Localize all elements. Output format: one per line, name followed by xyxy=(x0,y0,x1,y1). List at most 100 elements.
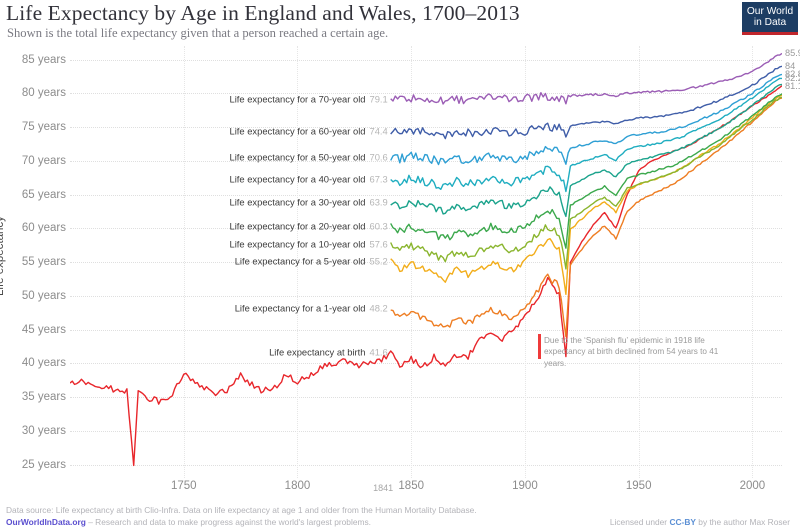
license-pre: Licensed under xyxy=(609,517,670,527)
page-title: Life Expectancy by Age in England and Wa… xyxy=(6,1,520,25)
series-label-text: Life expectancy for a 60-year old xyxy=(229,125,366,137)
series-inline-label: Life expectancy for a 10-year old 57.6 xyxy=(229,239,387,250)
series-end-label: 82.2 xyxy=(785,73,800,84)
y-axis-tick-label: 55 years xyxy=(21,256,66,268)
grid-line-vertical xyxy=(752,46,754,478)
series-inline-label: Life expectancy for a 30-year old 63.9 xyxy=(229,196,387,207)
series-line[interactable] xyxy=(390,97,782,338)
footer: Data source: Life expectancy at birth Cl… xyxy=(6,504,796,528)
x-axis-tick-label: 1950 xyxy=(625,480,652,492)
series-line[interactable] xyxy=(390,83,782,218)
x-axis-tick-label: 1841 xyxy=(373,483,394,493)
series-line[interactable] xyxy=(390,94,782,295)
footer-brand-tail: – Research and data to make progress aga… xyxy=(85,517,371,527)
series-label-text: Life expectancy for a 30-year old xyxy=(229,196,366,208)
series-label-value: 55.2 xyxy=(369,255,388,267)
series-line[interactable] xyxy=(70,85,782,467)
y-axis-tick-label: 70 years xyxy=(21,154,66,167)
series-line[interactable] xyxy=(390,65,782,140)
series-inline-label: Life expectancy for a 40-year old 67.3 xyxy=(229,173,387,184)
series-label-text: Life expectancy for a 70-year old xyxy=(229,93,366,105)
series-end-label: 84 xyxy=(785,61,796,72)
y-axis-tick-label: 25 years xyxy=(21,458,66,471)
x-axis-tick-label: 2000 xyxy=(739,480,766,492)
x-axis-tick-label: 1900 xyxy=(512,480,538,492)
owid-logo[interactable]: Our World in Data xyxy=(742,2,798,35)
y-axis-tick-label: 35 years xyxy=(21,391,66,403)
x-axis-tick-label: 1800 xyxy=(284,480,311,492)
grid-line-horizontal xyxy=(70,329,782,331)
series-inline-label: Life expectancy for a 70-year old 79.1 xyxy=(229,94,387,105)
x-axis-tick-label: 1750 xyxy=(170,480,197,492)
license-post: by the author Max Roser xyxy=(695,517,790,527)
y-axis-tick-label: 50 years xyxy=(21,289,66,302)
grid-line-horizontal xyxy=(70,127,782,128)
spanish-flu-annotation: Due to the ‘Spanish flu’ epidemic in 191… xyxy=(544,336,719,368)
series-inline-label: Life expectancy at birth 41.6 xyxy=(269,347,388,358)
series-label-value: 79.1 xyxy=(369,93,388,105)
grid-line-horizontal xyxy=(70,464,782,466)
grid-line-horizontal xyxy=(70,228,782,230)
y-axis-labels: Life expectancy 25 years 30 years 35 years… xyxy=(0,46,70,478)
x-axis-tick-label: 1850 xyxy=(398,480,424,492)
series-line[interactable] xyxy=(390,52,782,105)
logo-line-1: Our World xyxy=(746,6,794,17)
y-axis-tick-label: 40 years xyxy=(21,357,66,370)
grid-line-horizontal xyxy=(70,430,782,432)
footer-source: Data source: Life expectancy at birth Cl… xyxy=(6,505,477,515)
series-label-text: Life expectancy for a 10-year old xyxy=(229,238,366,250)
grid-line-vertical xyxy=(297,46,299,478)
y-axis-tick-label: 60 years xyxy=(21,222,66,235)
series-label-value: 48.2 xyxy=(369,302,388,314)
y-axis-tick-label: 45 years xyxy=(21,323,66,336)
series-inline-label: Life expectancy for a 50-year old 70.6 xyxy=(229,151,387,162)
series-label-value: 67.3 xyxy=(369,173,388,185)
grid-line-horizontal xyxy=(70,160,782,162)
series-inline-label: Life expectancy for a 60-year old 74.4 xyxy=(229,126,387,137)
series-label-value: 63.9 xyxy=(369,196,388,208)
series-line[interactable] xyxy=(390,73,782,166)
grid-line-vertical xyxy=(638,46,640,478)
series-label-text: Life expectancy for a 20-year old xyxy=(229,220,366,232)
y-axis-tick-label: 30 years xyxy=(21,424,66,437)
series-inline-label: Life expectancy for a 1-year old 48.2 xyxy=(235,302,388,313)
series-end-label: 85.9 xyxy=(785,48,800,59)
series-inline-label: Life expectancy for a 20-year old 60.3 xyxy=(229,221,387,232)
series-label-text: Life expectancy for a 40-year old xyxy=(229,173,366,185)
footer-brand-link[interactable]: OurWorldInData.org xyxy=(6,517,86,527)
ccby-link[interactable]: CC-BY xyxy=(669,517,696,527)
x-axis-labels: 1750 1800 1841 1850 1900 1950 2000 xyxy=(70,480,782,502)
logo-line-2: in Data xyxy=(753,17,787,28)
series-line[interactable] xyxy=(390,77,782,193)
chart-lines xyxy=(70,52,782,467)
series-label-text: Life expectancy at birth xyxy=(269,346,366,358)
series-label-text: Life expectancy for a 5-year old xyxy=(234,255,366,267)
grid-line-horizontal xyxy=(70,397,782,398)
y-axis-tick-label: 65 years xyxy=(21,188,66,201)
series-end-label: 81.1 xyxy=(785,80,800,91)
annotation-marker xyxy=(538,334,541,359)
y-axis-tick-label: 80 years xyxy=(21,87,66,100)
page-subtitle: Shown is the total life expectancy given… xyxy=(7,26,389,40)
series-label-value: 70.6 xyxy=(369,151,388,163)
plot-area: Life expectancy for a 70-year old 79.1 Lif… xyxy=(70,46,800,478)
grid-line-vertical xyxy=(524,46,526,478)
series-label-value: 74.4 xyxy=(369,125,388,137)
series-inline-label: Life expectancy for a 5-year old 55.2 xyxy=(235,255,388,266)
series-label-value: 60.3 xyxy=(369,220,388,232)
series-end-label: 82.8 xyxy=(785,69,800,80)
grid-line-horizontal xyxy=(70,262,782,263)
series-label-value: 57.6 xyxy=(369,238,388,250)
series-line[interactable] xyxy=(390,93,782,249)
y-axis-tick-label: 85 years xyxy=(21,53,66,66)
series-label-text: Life expectancy for a 50-year old xyxy=(229,151,366,163)
y-axis-tick-label: 75 years xyxy=(21,121,66,133)
grid-line-horizontal xyxy=(70,194,782,196)
grid-line-horizontal xyxy=(70,59,782,61)
y-axis-title: Life expectancy xyxy=(0,216,6,296)
series-label-text: Life expectancy for a 1-year old xyxy=(234,302,366,314)
series-line[interactable] xyxy=(390,96,782,270)
grid-line-horizontal xyxy=(70,295,782,297)
series-label-value: 41.6 xyxy=(369,346,388,358)
